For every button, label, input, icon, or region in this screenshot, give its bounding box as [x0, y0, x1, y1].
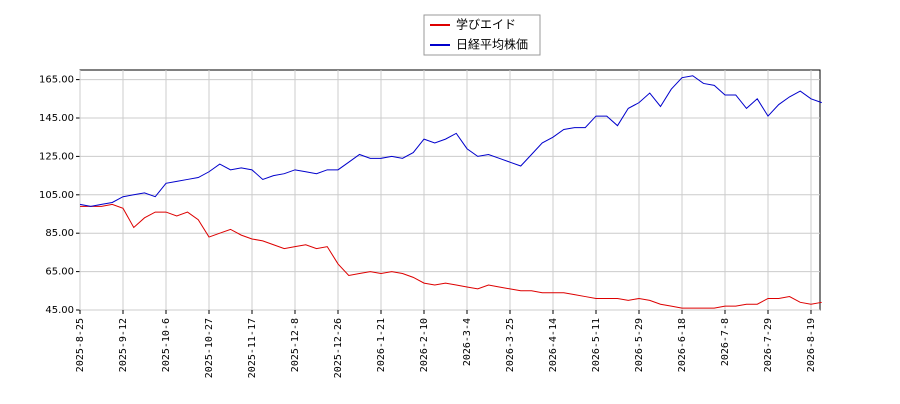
- plot-frame: [79, 69, 821, 311]
- legend-label: 学びエイド: [456, 17, 516, 32]
- x-tick-label: 2026-6-18: [677, 318, 688, 372]
- legend-label: 日経平均株価: [456, 37, 528, 52]
- x-tick-label: 2026-2-10: [419, 318, 430, 372]
- x-tick-label: 2026-5-29: [634, 318, 645, 372]
- x-tick-label: 2025-10-27: [204, 318, 215, 378]
- x-tick-label: 2025-11-17: [247, 318, 258, 378]
- y-tick-label: 165.00: [39, 75, 74, 86]
- x-tick-label: 2026-4-14: [548, 318, 559, 372]
- x-tick-label: 2026-3-25: [505, 318, 516, 372]
- y-tick-label: 105.00: [39, 190, 74, 201]
- y-tick-label: 145.00: [39, 113, 74, 124]
- x-tick-label: 2025-12-8: [290, 318, 301, 372]
- x-tick-label: 2026-7-29: [763, 318, 774, 372]
- y-tick-label: 65.00: [45, 267, 74, 278]
- y-tick-label: 125.00: [39, 151, 74, 162]
- legend-box: [423, 14, 541, 56]
- x-tick-label: 2025-10-6: [161, 318, 172, 372]
- y-tick-label: 85.00: [45, 228, 74, 239]
- x-tick-label: 2025-9-12: [118, 318, 129, 372]
- x-tick-label: 2026-1-21: [376, 318, 387, 372]
- x-tick-label: 2026-5-11: [591, 318, 602, 372]
- x-tick-label: 2026-8-19: [806, 318, 817, 372]
- x-tick-label: 2026-7-8: [720, 318, 731, 366]
- y-tick-label: 45.00: [45, 305, 74, 316]
- x-tick-label: 2025-8-25: [75, 318, 86, 372]
- series-line: [80, 203, 822, 309]
- x-tick-label: 2025-12-26: [333, 318, 344, 378]
- series-line: [79, 75, 822, 207]
- x-tick-label: 2026-3-4: [462, 318, 473, 366]
